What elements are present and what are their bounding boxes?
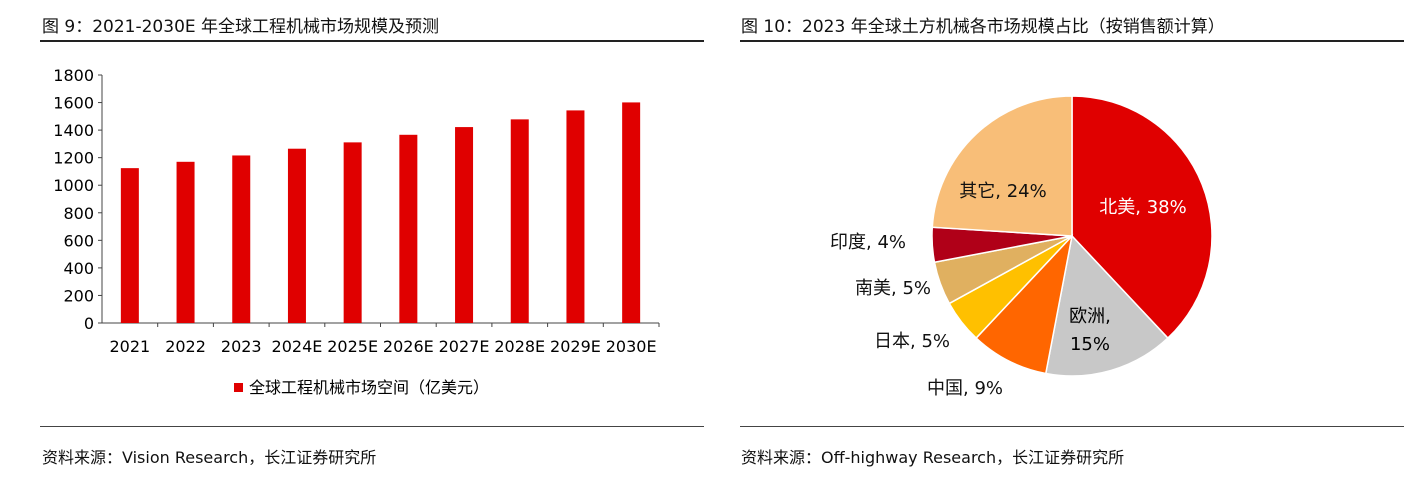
pie-label: 中国, 9% <box>927 378 1003 399</box>
pie-chart: 北美, 38% 欧洲, 15% 中国, 9% 日本, 5% 南美, 5% 印度, 4% 其它,… <box>830 95 1213 399</box>
y-tick-label: 1000 <box>53 176 94 195</box>
pie-label: 印度, 4% <box>830 232 906 253</box>
left-source-rule <box>40 426 704 427</box>
y-tick-label: 1400 <box>53 121 94 140</box>
y-tick-label: 1200 <box>53 149 94 168</box>
y-tick-label: 600 <box>63 231 94 250</box>
pie-slice-2 <box>975 233 1074 375</box>
bar-2025E <box>343 142 362 323</box>
x-tick-label: 2029E <box>550 337 601 356</box>
pie-slice-6 <box>931 95 1073 237</box>
bar-2030E <box>622 102 641 323</box>
bar-chart: 0 200 400 600 800 1000 1200 1400 1600 1800 2021 202… <box>53 66 660 397</box>
pie-label: 其它, 24% <box>959 181 1046 202</box>
pie-label: 15% <box>1070 334 1110 355</box>
x-tick-label: 2022 <box>165 337 206 356</box>
legend-swatch <box>234 383 243 392</box>
y-tick-label: 200 <box>63 286 94 305</box>
bar-2022 <box>176 161 195 323</box>
bar-2027E <box>455 127 474 323</box>
x-tick-label: 2021 <box>109 337 150 356</box>
y-tick-label: 400 <box>63 259 94 278</box>
legend-label: 全球工程机械市场空间（亿美元） <box>249 378 489 397</box>
y-tick-label: 800 <box>63 204 94 223</box>
y-tick-label: 0 <box>84 314 94 333</box>
pie-label: 欧洲, <box>1069 306 1111 327</box>
x-tick-label: 2026E <box>383 337 434 356</box>
bar-2029E <box>566 110 585 323</box>
bar-2026E <box>399 134 418 323</box>
pie-label: 日本, 5% <box>874 331 950 352</box>
x-tick-label: 2023 <box>221 337 262 356</box>
x-tick-label: 2030E <box>606 337 657 356</box>
pie-label: 北美, 38% <box>1099 197 1186 218</box>
y-tick-label: 1800 <box>53 66 94 85</box>
bar-2024E <box>287 148 306 323</box>
x-tick-label: 2028E <box>494 337 545 356</box>
y-tick-label: 1600 <box>53 94 94 113</box>
right-source: 资料来源：Off-highway Research，长江证券研究所 <box>741 448 1125 467</box>
bar-2023 <box>232 155 251 323</box>
pie-slice-1 <box>1044 234 1169 377</box>
left-source: 资料来源：Vision Research，长江证券研究所 <box>42 448 377 467</box>
right-chart-title: 图 10：2023 年全球土方机械各市场规模占比（按销售额计算） <box>741 17 1225 37</box>
left-chart-title: 图 9：2021-2030E 年全球工程机械市场规模及预测 <box>42 17 440 37</box>
pie-label: 南美, 5% <box>855 278 931 299</box>
right-source-rule <box>740 426 1404 427</box>
x-tick-label: 2025E <box>327 337 378 356</box>
bar-2028E <box>510 119 529 323</box>
x-tick-label: 2027E <box>439 337 490 356</box>
pie-slice-0 <box>1071 95 1213 340</box>
left-title-rule <box>40 40 704 42</box>
x-tick-label: 2024E <box>272 337 323 356</box>
bar-2021 <box>120 168 139 323</box>
right-title-rule <box>740 40 1404 42</box>
